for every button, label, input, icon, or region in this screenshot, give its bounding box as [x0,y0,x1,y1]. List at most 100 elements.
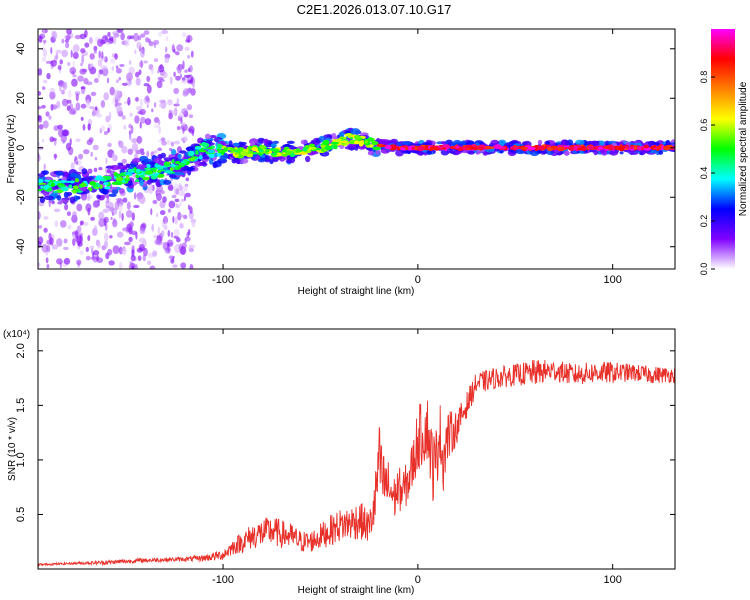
heatmap-noise [176,237,181,243]
heatmap-noise [55,49,62,54]
heatmap-band [254,155,261,161]
heatmap-ridge [638,146,642,151]
spectrogram-heatmap [38,29,675,269]
heatmap-ridge [171,159,175,164]
heatmap-noise [51,104,58,110]
heatmap-noise [161,29,169,35]
heatmap-noise [50,47,53,54]
heatmap-noise [137,110,143,115]
heatmap-noise [57,64,62,71]
heatmap-noise [121,247,127,255]
heatmap-noise [105,115,111,123]
heatmap-noise [76,225,82,233]
heatmap-band [125,163,131,168]
heatmap-noise [188,125,195,134]
colorbar-axis: 0.0 0.2 0.4 0.6 0.8 [699,71,715,275]
heatmap-noise [112,245,120,255]
heatmap-noise [151,108,154,113]
heatmap-noise [41,104,46,109]
heatmap-ridge [520,146,528,150]
heatmap-ridge [365,140,369,144]
heatmap-noise [72,60,75,69]
heatmap-noise [96,113,103,118]
heatmap-noise [135,77,141,86]
heatmap-noise [107,31,111,37]
heatmap-noise [190,50,194,58]
heatmap-noise [112,97,115,105]
heatmap-band [516,150,525,155]
heatmap-noise [85,99,91,108]
heatmap-ridge [139,174,145,178]
heatmap-noise [81,54,85,64]
heatmap-band [155,181,160,185]
heatmap-noise [164,56,170,64]
heatmap-ridge [72,185,79,190]
heatmap-ridge [43,185,49,190]
heatmap-noise [38,262,41,268]
heatmap-band [448,148,454,154]
heatmap-noise [85,246,90,252]
heatmap-ridge [442,147,446,150]
heatmap-noise [52,31,58,40]
heatmap-noise [83,221,89,227]
heatmap-noise [175,188,180,196]
heatmap-ridge [170,163,176,168]
heatmap-noise [41,243,49,253]
spectrogram-ytick-label: -40 [15,239,27,255]
heatmap-ridge [38,182,47,185]
heatmap-noise [65,42,70,49]
heatmap-band [367,147,373,152]
heatmap-noise [168,109,172,118]
heatmap-ridge [656,145,662,150]
heatmap-ridge [633,145,637,150]
heatmap-noise [126,72,133,82]
heatmap-noise [161,140,167,146]
heatmap-noise [121,115,126,120]
heatmap-noise [61,49,69,58]
heatmap-noise [59,84,62,92]
heatmap-ridge [146,164,151,169]
heatmap-band [658,150,664,155]
heatmap-ridge [475,146,484,149]
heatmap-noise [116,79,119,84]
heatmap-noise [97,71,101,80]
heatmap-ridge [207,147,213,150]
heatmap-noise [85,81,93,86]
heatmap-noise [153,117,160,123]
heatmap-noise [172,264,178,268]
heatmap-ridge [183,159,187,163]
heatmap-band [619,151,624,155]
heatmap-ridge [259,153,263,156]
heatmap-ridge [135,174,140,179]
heatmap-noise [150,266,154,269]
heatmap-band [350,128,361,135]
heatmap-band [136,164,145,170]
heatmap-ridge [372,146,380,150]
heatmap-noise [88,64,93,69]
heatmap-ridge [322,140,329,146]
heatmap-ridge [246,153,253,158]
heatmap-noise [153,150,158,154]
heatmap-band [186,166,195,171]
heatmap-ridge [557,146,565,152]
heatmap-noise [56,238,63,247]
heatmap-noise [125,210,133,218]
heatmap-ridge [429,146,434,151]
heatmap-noise [81,220,84,226]
heatmap-noise [122,227,129,232]
heatmap-noise [124,241,131,246]
heatmap-band [598,141,604,147]
heatmap-noise [165,35,169,42]
heatmap-noise [188,114,194,119]
heatmap-noise [152,250,158,257]
heatmap-noise [144,118,152,126]
heatmap-noise [115,68,122,74]
heatmap-ridge [160,169,166,172]
heatmap-noise [130,125,134,134]
heatmap-noise [176,44,184,52]
heatmap-ridge [144,167,151,170]
heatmap-noise [56,100,61,109]
heatmap-ridge [295,148,301,154]
heatmap-band [108,193,117,197]
heatmap-noise [38,91,42,96]
